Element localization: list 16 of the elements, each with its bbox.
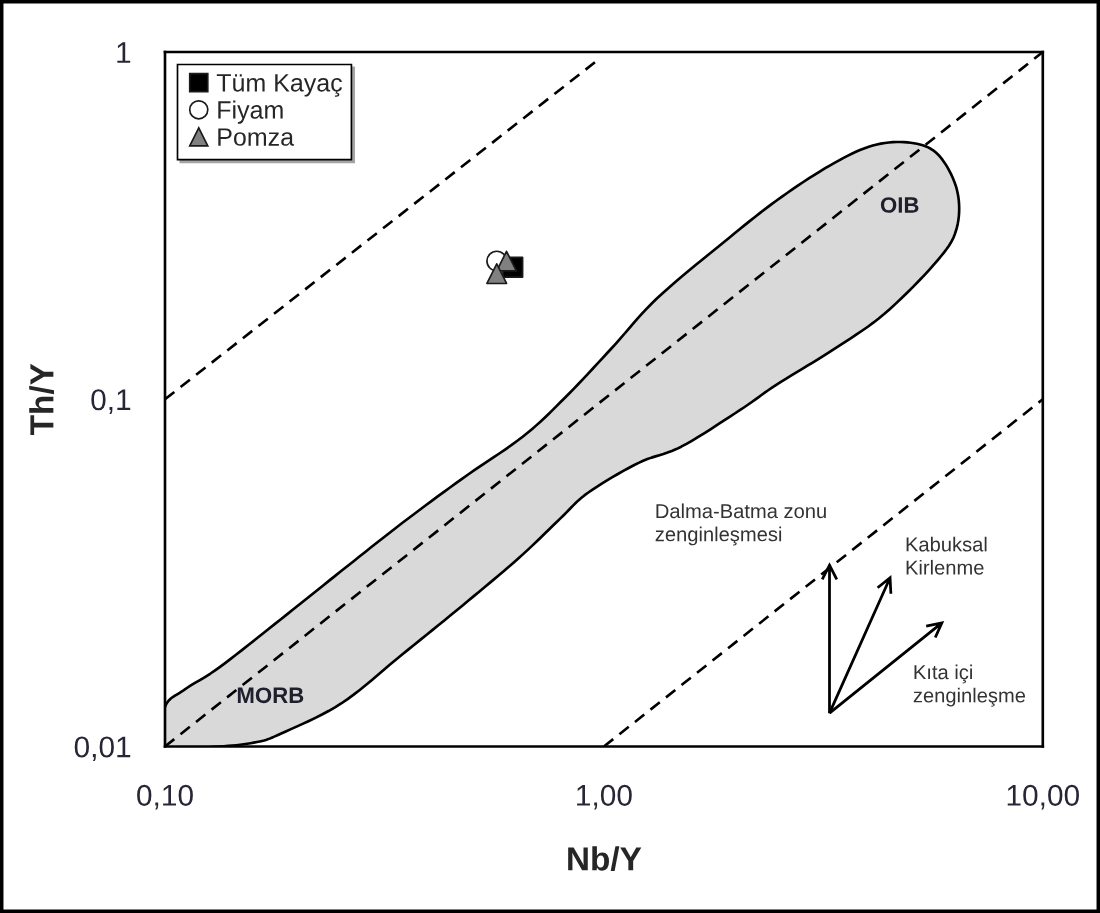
legend-label: Tüm Kayaç	[216, 74, 343, 97]
legend-label: Fiyam	[218, 100, 283, 124]
x-tick-label: 0,10	[137, 784, 193, 810]
annotation: Kabuksal Kirlenme	[906, 536, 987, 575]
legend-label: Pomza	[218, 128, 295, 146]
y-tick-label: 0,01	[74, 736, 131, 762]
annotation: MORB	[237, 687, 304, 704]
y-axis-title: Th/Y	[29, 363, 55, 435]
x-tick-label: 10,00	[1007, 784, 1079, 810]
y-tick-label: 0,1	[91, 389, 131, 414]
annotation: Dalma-Batma zonu zenginleşmesi	[655, 503, 826, 546]
annotation: Kıta içi zenginleşme	[913, 664, 1026, 707]
annotation: OIB	[880, 197, 919, 213]
y-tick-label: 1	[117, 42, 131, 63]
x-tick-label: 1,00	[577, 784, 632, 810]
x-axis-title: Nb/Y	[568, 846, 642, 872]
